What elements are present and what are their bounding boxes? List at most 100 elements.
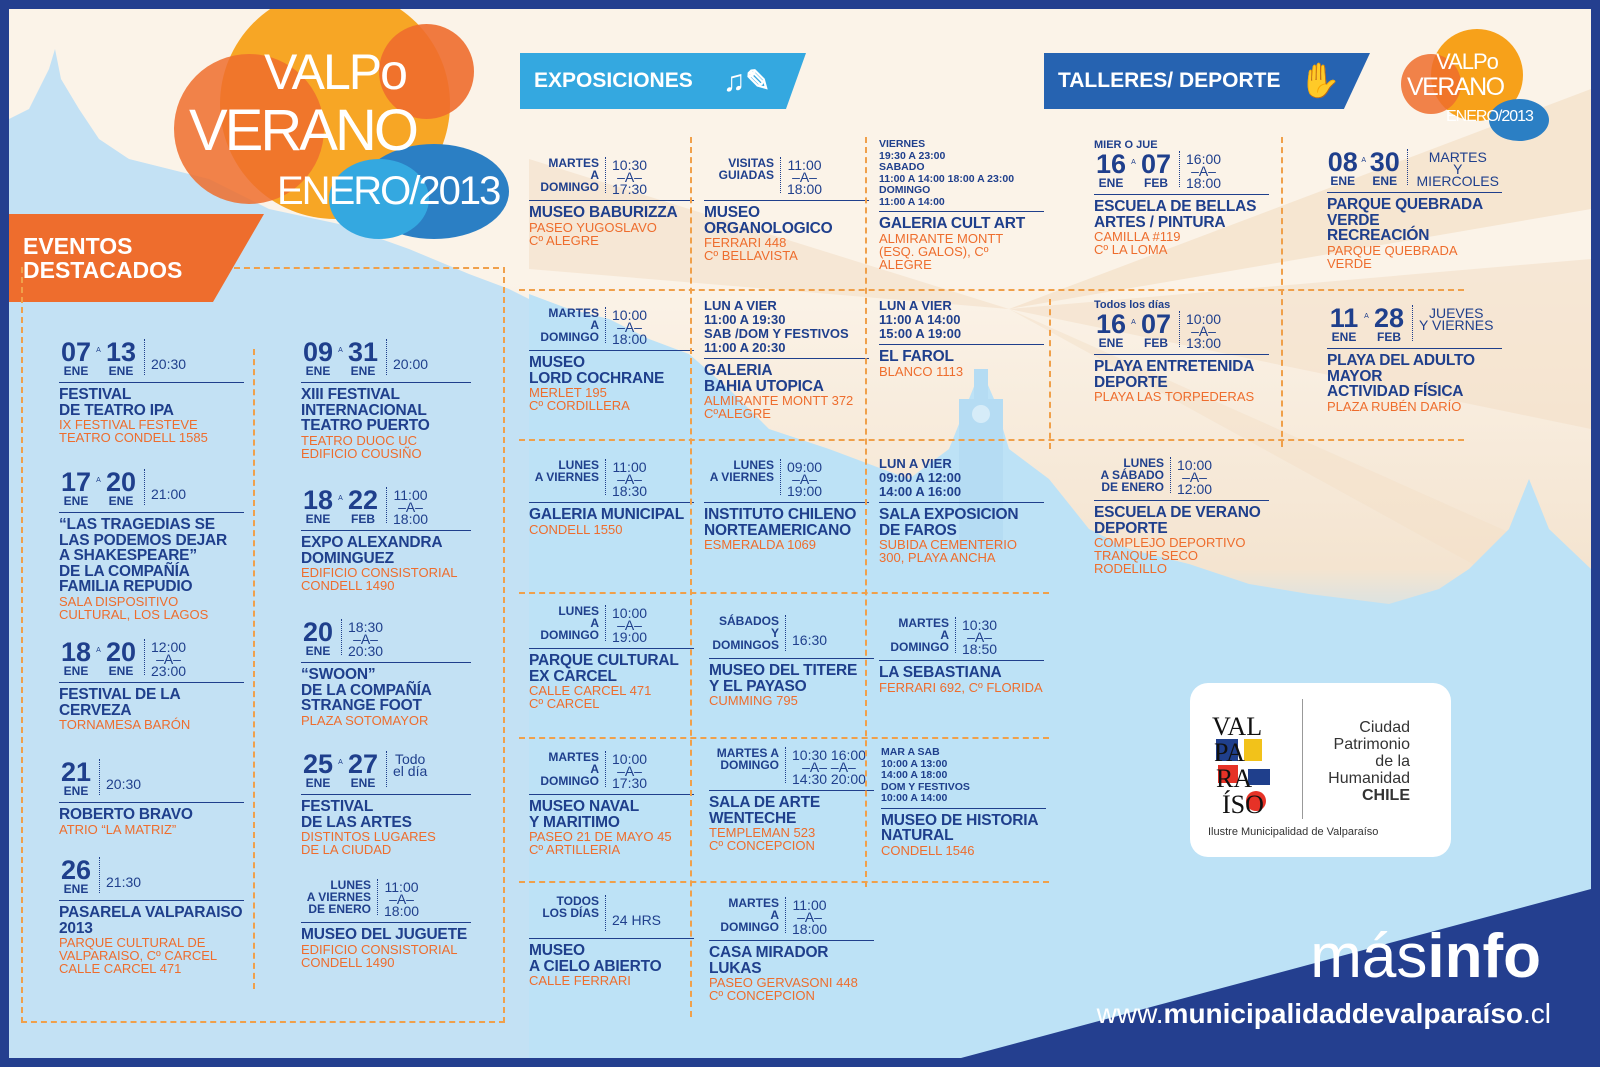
event-venue: PLAZA SOTOMAYOR [301, 712, 429, 728]
exposicion-event: MARTES A DOMINGO 10:30 –A– 17:30 MUSEO BABURI… [529, 157, 694, 247]
exposicion-event: MARTES A DOMINGO 11:00 –A– 18:00 CASA MIRADOR… [709, 897, 874, 1002]
destacado-event: 21 ENE 20:30 ROBERTO BRAVO ATRIO “LA MATRIZ” [59, 759, 244, 836]
event-venue: ALMIRANTE MONTT (ESQ. GALOS), Cº ALEGRE [879, 230, 1004, 272]
event-venue: PASEO 21 DE MAYO 45 Cº ARTILLERIA [529, 829, 672, 857]
svg-text:VAL: VAL [1212, 712, 1262, 741]
logo-small-line1: VALPo [1436, 49, 1499, 74]
event-title: MUSEO DEL TITERE Y EL PAYASO [709, 662, 858, 695]
municipal-card: VAL PA RA ÍSO Ciudad Patrimonio de la Hu… [1190, 683, 1451, 857]
event-venue: CUMMING 795 [709, 693, 798, 708]
event-title: MUSEO ORGANOLOGICO [704, 204, 833, 237]
event-title: FESTIVAL DE LA CERVEZA [59, 686, 181, 719]
event-venue: PLAZA RUBÉN DARÍO [1327, 398, 1462, 414]
taller-event: MIER O JUE 16 ENE A 07 FEB 16:00 –A– 18:00 ESCUEL… [1094, 139, 1269, 256]
event-venue: SUBIDA CEMENTERIO 300, PLAYA ANCHA [879, 537, 1017, 565]
exposicion-event: VIERNES 19:30 A 23:00 SABADO 11:00 A 14:00 … [879, 138, 1044, 272]
exposicion-event: TODOS LOS DÍAS 24 HRS MUSEO A CIELO ABIERTO C… [529, 895, 694, 987]
event-title: EL FAROL [879, 348, 954, 365]
event-title: INSTITUTO CHILENO NORTEAMERICANO [704, 506, 857, 539]
exposicion-event: VISITAS GUIADAS 11:00 –A– 18:00 MUSEO ORGANOLO… [704, 157, 869, 262]
event-venue: BLANCO 1113 [879, 363, 964, 379]
event-title: MUSEO LORD COCHRANE [529, 354, 665, 387]
event-venue: IX FESTIVAL FESTEVE TEATRO CONDELL 1585 [59, 417, 208, 445]
destacado-event: 09 ENE A 31 ENE 20:00 XIII FESTIVAL INTERNACION… [301, 339, 471, 460]
event-title: GALERIA BAHIA UTOPICA [704, 362, 824, 395]
taller-event: LUNES A SÁBADO DE ENERO 10:00 –A– 12:00 ESCUEL… [1094, 457, 1269, 575]
municipal-text: Ciudad Patrimonio de la Humanidad CHILE [1328, 719, 1410, 804]
destacado-event: 07 ENE A 13 ENE 20:30 FESTIVAL DE TEATRO IPA IX … [59, 339, 244, 444]
exposicion-event: LUNES A VIERNES 09:00 –A– 19:00 INSTITUTO CHI… [704, 459, 869, 551]
hands-icon: ✋ [1298, 62, 1341, 100]
event-title: MUSEO DEL JUGUETE [301, 926, 467, 943]
mas-info-heading: másinfo [1310, 922, 1541, 991]
event-title: ESCUELA DE BELLAS ARTES / PINTURA [1094, 198, 1257, 231]
svg-text:RA: RA [1216, 764, 1252, 793]
event-venue: COMPLEJO DEPORTIVO TRANQUE SECO RODELILLO [1094, 535, 1246, 576]
svg-text:ÍSO: ÍSO [1222, 790, 1264, 815]
event-title: PASARELA VALPARAISO 2013 [59, 904, 243, 937]
logo-small-line3: ENERO/2013 [1446, 108, 1534, 125]
event-venue: TEATRO DUOC UC EDIFICIO COUSIÑO [301, 432, 422, 461]
exposicion-event: LUN A VIER 11:00 A 19:30 SAB /DOM Y FESTIV… [704, 299, 869, 420]
exposicion-event: SÁBADOS Y DOMINGOS 16:30 MUSEO DEL TITERE Y … [709, 615, 874, 707]
exposicion-event: MARTES A DOMINGO 10:00 –A– 17:30 MUSEO NAVAL Y… [529, 751, 694, 856]
destacado-event: LUNES A VIERNES DE ENERO 11:00 –A– 18:00 MUSEO… [301, 879, 471, 969]
poster-canvas: VALPo VERANO ENERO/2013 VALPo VERANO ENE… [9, 9, 1591, 1058]
exposicion-event: LUN A VIER 11:00 A 14:00 15:00 A 19:00 EL F… [879, 299, 1044, 378]
event-venue: CAMILLA #119 Cº LA LOMA [1094, 229, 1181, 257]
destacado-event: 18 ENE A 20 ENE 12:00 –A– 23:00 FESTIVAL DE LA CE… [59, 639, 244, 731]
event-title: SALA DE ARTE WENTECHE [709, 794, 820, 827]
exposiciones-label: EXPOSICIONES [534, 69, 693, 92]
event-title: PARQUE QUEBRADA VERDE RECREACIÓN [1327, 196, 1484, 244]
taller-event: 08 ENE A 30 ENE MARTES Y MIERCOLES PARQUE QUEBR… [1327, 149, 1502, 270]
event-title: ESCUELA DE VERANO DEPORTE [1094, 504, 1261, 537]
event-title: MUSEO BABURIZZA [529, 204, 678, 221]
event-title: PLAYA DEL ADULTO MAYOR ACTIVIDAD FÍSICA [1327, 352, 1475, 400]
destacado-event: 18 ENE A 22 FEB 11:00 –A– 18:00 EXPO ALEXANDRA DO… [301, 487, 471, 592]
event-venue: PARQUE CULTURAL DE VALPARAISO, Cº CARCEL C… [59, 935, 218, 976]
event-venue: EDIFICIO CONSISTORIAL CONDELL 1490 [301, 565, 458, 593]
event-venue: EDIFICIO CONSISTORIAL CONDELL 1490 [301, 941, 458, 970]
exposicion-event: LUNES A VIERNES 11:00 –A– 18:30 GALERIA MUNIC… [529, 459, 694, 536]
destacados-box [21, 267, 505, 1023]
destacado-event: 25 ENE A 27 ENE Todo el día FESTIVAL DE LAS ARTE… [301, 751, 471, 856]
section-exposiciones: EXPOSICIONES ♫✎ [520, 53, 806, 109]
exposicion-event: MARTES A DOMINGO 10:00 –A– 18:00 MUSEO LORD CO… [529, 307, 694, 412]
event-venue: ESMERALDA 1069 [704, 537, 817, 552]
event-title: ROBERTO BRAVO [59, 806, 193, 823]
exposicion-event: MARTES A DOMINGO 10:30 16:00 –A– –A– 14:30 2… [709, 747, 874, 852]
event-venue: CALLE FERRARI [529, 973, 631, 988]
event-venue: TORNAMESA BARÓN [59, 717, 191, 732]
event-venue: CONDELL 1546 [881, 842, 975, 858]
event-title: “SWOON” DE LA COMPAÑÍA STRANGE FOOT [301, 666, 432, 714]
website-link[interactable]: www.municipalidaddevalparaíso.cl [1096, 998, 1551, 1029]
event-venue: SALA DISPOSITIVO CULTURAL, LOS LAGOS [59, 593, 209, 622]
talleres-label: TALLERES/ DEPORTE [1058, 69, 1281, 92]
taller-event: 11 ENE A 28 FEB JUEVES Y VIERNES PLAYA DEL ADUL… [1327, 305, 1502, 413]
event-title: “LAS TRAGEDIAS SE LAS PODEMOS DEJAR A SHAK… [59, 516, 227, 595]
event-title: PARQUE CULTURAL EX CARCEL [529, 652, 679, 685]
event-venue: FERRARI 692, Cº FLORIDA [879, 679, 1043, 695]
event-venue: CONDELL 1550 [529, 521, 623, 537]
music-brush-icon: ♫✎ [722, 64, 771, 98]
logo-small-line2: VERANO [1407, 73, 1505, 101]
svg-text:PA: PA [1214, 738, 1245, 767]
event-title: EXPO ALEXANDRA DOMINGUEZ [301, 534, 443, 567]
event-title: MUSEO NAVAL Y MARITIMO [529, 798, 640, 831]
exposicion-event: LUNES A DOMINGO 10:00 –A– 19:00 PARQUE CULTUR… [529, 605, 694, 710]
event-venue: PLAYA LAS TORPEDERAS [1094, 389, 1255, 404]
destacado-event: 20 ENE 18:30 –A– 20:30 “SWOON” DE LA COMPAÑÍA S… [301, 619, 471, 727]
valparaiso-logo-icon: VAL PA RA ÍSO [1212, 712, 1270, 815]
logo-line3: ENERO/2013 [277, 169, 501, 213]
destacado-event: 26 ENE 21:30 PASARELA VALPARAISO 2013 PARQUE … [59, 855, 244, 976]
event-venue: ATRIO “LA MATRIZ” [59, 821, 177, 837]
taller-event: Todos los días 16 ENE A 07 FEB 10:00 –A– 13:00 PL… [1094, 299, 1269, 403]
event-title: SALA EXPOSICION DE FAROS [879, 506, 1019, 539]
event-title: XIII FESTIVAL INTERNACIONAL TEATRO PUERTO [301, 386, 430, 434]
event-title: PLAYA ENTRETENIDA DEPORTE [1094, 358, 1255, 391]
exposicion-event: LUN A VIER 09:00 A 12:00 14:00 A 16:00 SALA… [879, 457, 1044, 564]
event-venue: CALLE CARCEL 471 Cº CARCEL [529, 683, 652, 711]
event-venue: ALMIRANTE MONTT 372 CºALEGRE [704, 393, 854, 421]
event-venue: FERRARI 448 Cº BELLAVISTA [704, 235, 798, 263]
event-title: GALERIA CULT ART [879, 215, 1026, 232]
